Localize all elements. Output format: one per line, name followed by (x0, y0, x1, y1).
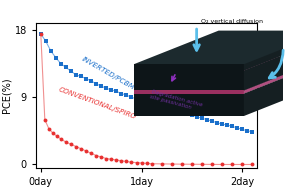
Text: O₂ vertical diffusion: O₂ vertical diffusion (201, 19, 263, 24)
Text: INVERTED/PCBM: INVERTED/PCBM (81, 56, 136, 91)
Polygon shape (244, 31, 286, 70)
Polygon shape (134, 37, 286, 70)
Polygon shape (134, 60, 286, 94)
Polygon shape (160, 58, 223, 70)
Polygon shape (134, 91, 244, 94)
Y-axis label: PCE(%): PCE(%) (2, 78, 12, 113)
Polygon shape (134, 57, 286, 91)
Polygon shape (134, 94, 244, 116)
Polygon shape (134, 70, 244, 91)
Text: CONVENTIONAL/SPIRO: CONVENTIONAL/SPIRO (58, 86, 137, 120)
Polygon shape (134, 64, 244, 70)
Polygon shape (244, 57, 286, 94)
Polygon shape (244, 37, 286, 91)
Polygon shape (134, 31, 286, 64)
Text: Degradation active
site passivation: Degradation active site passivation (149, 89, 203, 113)
Polygon shape (160, 36, 280, 58)
Polygon shape (223, 36, 280, 70)
Polygon shape (244, 60, 286, 116)
